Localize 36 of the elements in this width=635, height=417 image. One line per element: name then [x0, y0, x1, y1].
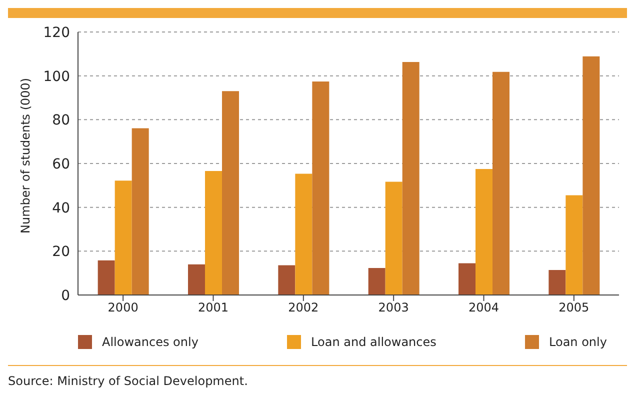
legend-label: Allowances only — [102, 335, 198, 349]
x-tick-label: 2001 — [198, 300, 229, 315]
bar — [368, 268, 386, 295]
y-axis-title: Number of students (000) — [18, 78, 32, 234]
legend-label: Loan and allowances — [311, 335, 436, 349]
bar — [132, 128, 149, 295]
bar — [582, 56, 600, 295]
y-tick-label: 40 — [52, 200, 70, 216]
x-tick-label: 2005 — [558, 300, 590, 315]
y-tick-label: 100 — [43, 68, 70, 85]
bar — [492, 72, 510, 295]
bar — [566, 195, 583, 295]
bar — [476, 168, 493, 295]
bar — [188, 264, 206, 295]
source-note: Source: Ministry of Social Development. — [8, 374, 249, 388]
bar — [98, 260, 115, 295]
y-tick-label: 20 — [52, 244, 70, 260]
x-tick-label: 2004 — [468, 300, 500, 315]
bar — [205, 170, 222, 295]
bar — [114, 180, 132, 295]
bar — [312, 82, 330, 295]
bar — [295, 174, 312, 295]
bar — [385, 182, 402, 295]
x-tick-label: 2000 — [108, 300, 138, 315]
y-tick-label: 0 — [61, 288, 70, 304]
bar — [458, 263, 476, 295]
bar — [278, 265, 296, 295]
legend-label: Loan only — [549, 335, 607, 349]
x-tick-label: 2003 — [378, 300, 409, 315]
y-tick-label: 60 — [52, 156, 70, 172]
bar — [402, 62, 420, 295]
y-tick-label: 120 — [43, 24, 70, 41]
x-tick-label: 2002 — [288, 300, 319, 315]
bar — [222, 91, 240, 295]
bar — [548, 270, 566, 295]
y-tick-label: 80 — [52, 112, 70, 129]
